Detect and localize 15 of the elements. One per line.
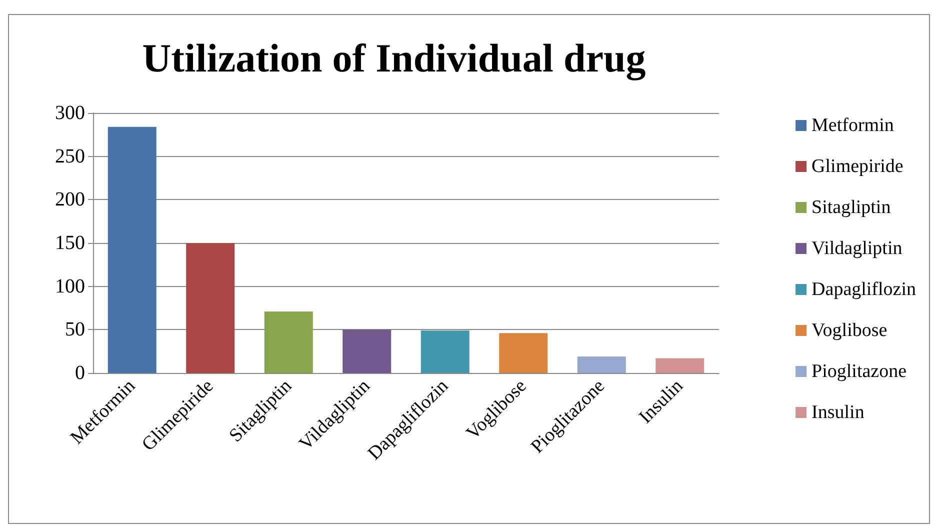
y-tick-label: 250 <box>55 145 85 168</box>
legend-label: Voglibose <box>812 320 888 341</box>
legend-label: Glimepiride <box>812 156 904 177</box>
legend-label: Vildagliptin <box>812 238 903 259</box>
legend-label: Sitagliptin <box>812 197 892 218</box>
y-tick-label: 0 <box>75 362 85 384</box>
y-tick-label: 300 <box>55 102 85 124</box>
legend-label: Pioglitazone <box>812 361 907 382</box>
y-tick-label: 200 <box>55 188 85 211</box>
legend-label: Metformin <box>812 115 894 136</box>
legend-label: Dapagliflozin <box>812 279 916 300</box>
chart-title: Utilization of Individual drug <box>142 36 646 80</box>
y-tick-label: 150 <box>55 232 85 254</box>
y-tick-label: 50 <box>65 318 85 341</box>
y-tick-label: 100 <box>55 275 85 298</box>
